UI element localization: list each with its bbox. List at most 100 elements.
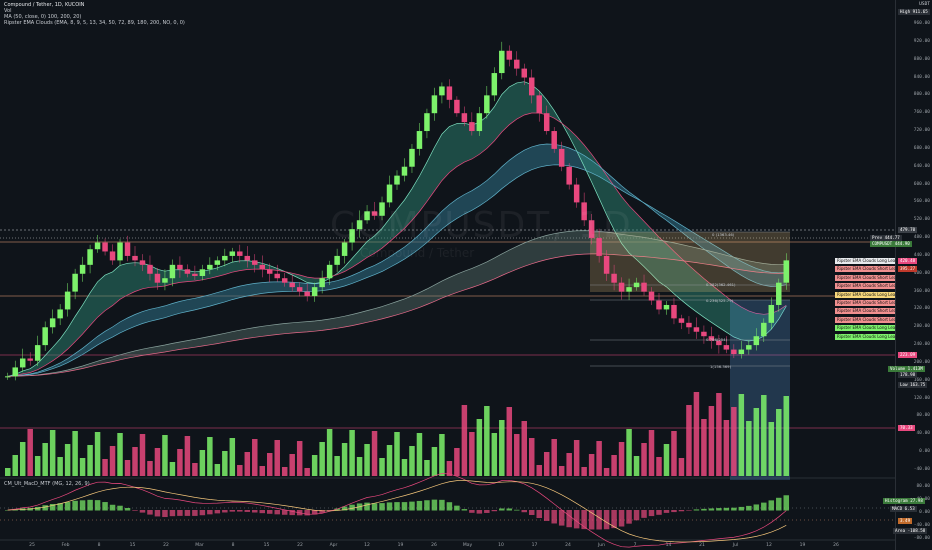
volume-bar — [267, 453, 273, 476]
volume-bar — [558, 466, 565, 476]
volume-bar — [783, 396, 789, 476]
date-tick: Jun — [597, 543, 606, 548]
volume-bar — [678, 458, 685, 476]
price-tick: 200.00 — [913, 359, 930, 365]
macd-hist-bar — [289, 510, 295, 516]
candle-body — [102, 242, 108, 252]
candle-body — [132, 255, 138, 261]
volume-bar — [641, 443, 647, 476]
macd-tick: -40.00 — [913, 523, 930, 528]
candle-body — [229, 251, 236, 256]
volume-bar — [27, 429, 33, 476]
volume-bar — [484, 406, 490, 476]
macd-hist-bar — [573, 510, 580, 529]
volume-bar — [543, 452, 550, 476]
candle-body — [671, 304, 677, 319]
legend-ripster[interactable]: Ripster EMA Clouds (EMA, 8, 9, 5, 13, 34… — [4, 20, 185, 26]
ema-label: Ripster EMA Clouds Long Leading EMA72 36… — [835, 291, 932, 298]
candle-body — [274, 273, 280, 279]
volume-bar — [551, 439, 557, 476]
legend-volume[interactable]: Vol — [4, 8, 12, 14]
candle-body — [379, 202, 385, 216]
legend-ma[interactable]: MA (50, close, 0) 100, 200, 20) — [4, 14, 82, 20]
ema-label: Ripster EMA Clouds Long Leading EMA5 290… — [835, 333, 932, 340]
macd-hist-bar — [416, 500, 423, 511]
volume-bar — [281, 467, 288, 476]
macd-tick: -80.00 — [913, 536, 930, 541]
candle-body — [566, 166, 572, 185]
candle-body — [237, 251, 243, 256]
candle-body — [394, 175, 400, 185]
volume-bar — [514, 434, 520, 476]
candle-body — [723, 345, 730, 350]
candle-body — [573, 184, 580, 203]
price-tick: 960.00 — [913, 21, 930, 26]
macd-hist-bar — [618, 510, 625, 527]
macd-hist-bar — [671, 510, 677, 513]
candle-body — [543, 113, 550, 132]
date-tick: Feb — [61, 543, 70, 548]
volume-bar — [124, 460, 131, 476]
signal-line — [7, 480, 787, 543]
candle-body — [551, 131, 557, 149]
volume-bar — [244, 452, 251, 476]
candle-body — [633, 282, 640, 288]
date-tick: 19 — [799, 543, 806, 548]
macd-hist-bar — [588, 510, 595, 530]
candle-body — [244, 255, 251, 261]
cloud-180-200 — [7, 230, 787, 377]
macd-hist-bar — [491, 510, 498, 512]
macd-hist-bar — [326, 510, 333, 511]
volume-bar — [72, 431, 78, 476]
macd-hist-bar — [761, 502, 767, 511]
candle-body — [693, 327, 700, 332]
macd-hist-bar — [506, 508, 513, 511]
date-tick: 19 — [397, 543, 404, 548]
volume-bar — [506, 407, 513, 476]
volume-bar — [139, 434, 146, 476]
candle-body — [49, 318, 56, 328]
volume-bar — [499, 420, 505, 476]
badge-macd: MACD 6.53 — [890, 506, 917, 512]
macd-hist-bar — [169, 510, 176, 517]
candle-body — [289, 282, 295, 288]
badge-p5: 395.27 — [898, 266, 918, 272]
price-tick: 240.00 — [913, 342, 930, 348]
volume-bar — [768, 422, 775, 476]
candle-body — [439, 86, 445, 96]
price-tick: 280.00 — [913, 324, 930, 330]
macd-hist-bar — [439, 499, 445, 511]
date-tick: 8 — [97, 543, 101, 548]
candle-body — [154, 273, 161, 283]
volume-bar — [296, 441, 303, 476]
candle-body — [731, 349, 737, 355]
volume-bar — [379, 458, 385, 476]
volume-bar — [364, 444, 370, 476]
volume-bar — [693, 392, 700, 476]
volume-bar — [356, 457, 363, 476]
candle-body — [19, 358, 26, 368]
candle-body — [446, 86, 453, 100]
volume-bar — [476, 419, 483, 476]
macd-hist-bar — [529, 510, 535, 515]
macd-hist-bar — [716, 508, 722, 511]
candle-body — [94, 242, 101, 250]
volume-bar — [252, 439, 258, 476]
candle-body — [184, 269, 191, 274]
volume-bar — [761, 395, 767, 476]
candle-body — [162, 278, 168, 283]
macd-hist-bar — [558, 510, 565, 526]
candle-body — [701, 331, 707, 337]
volume-bar — [588, 454, 595, 476]
volume-bar — [573, 440, 580, 476]
date-tick: 22 — [163, 543, 169, 548]
volume-bar — [708, 406, 715, 476]
volume-bar — [618, 442, 625, 476]
legend-symbol[interactable]: Compound / Tether, 1D, KUCOIN — [4, 2, 85, 8]
price-axis[interactable] — [895, 0, 932, 550]
price-tick: 40.00 — [916, 431, 930, 437]
legend-macd[interactable]: CM_Ult_MacD_MTF (MG, 12, 26, 9) — [4, 481, 90, 487]
price-tick: 440.00 — [913, 252, 930, 258]
candle-body — [648, 291, 655, 301]
